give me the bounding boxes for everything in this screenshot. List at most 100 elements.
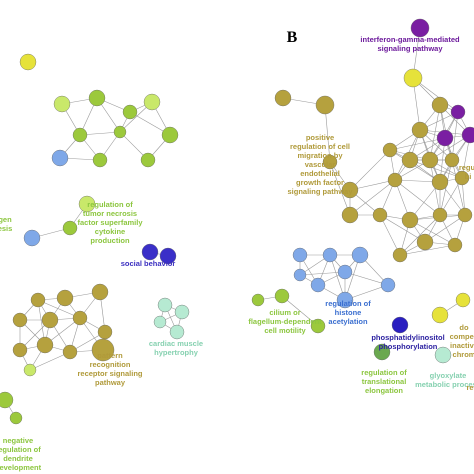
node bbox=[72, 310, 88, 326]
node bbox=[380, 277, 396, 293]
node-label: endothelial bbox=[300, 169, 340, 178]
panel-label: B bbox=[287, 29, 298, 46]
node bbox=[9, 411, 23, 425]
node bbox=[372, 207, 388, 223]
node bbox=[97, 324, 113, 340]
nodes bbox=[0, 18, 474, 425]
node bbox=[92, 152, 108, 168]
node bbox=[36, 336, 54, 354]
node-label: regulation of bbox=[87, 200, 133, 209]
node-label: tumor necrosis bbox=[83, 209, 137, 218]
node-label: hypertrophy bbox=[154, 348, 199, 357]
node bbox=[140, 152, 156, 168]
node-label: regul bbox=[459, 163, 474, 172]
edge bbox=[281, 295, 319, 327]
node bbox=[141, 243, 159, 261]
node bbox=[351, 246, 369, 264]
edge bbox=[409, 219, 456, 246]
node bbox=[274, 89, 292, 107]
node bbox=[153, 315, 167, 329]
edge bbox=[299, 271, 346, 276]
edge bbox=[394, 179, 441, 216]
node bbox=[436, 129, 454, 147]
node bbox=[461, 126, 474, 144]
node bbox=[292, 247, 308, 263]
node bbox=[161, 126, 179, 144]
node-label: development bbox=[0, 463, 42, 472]
node bbox=[392, 247, 408, 263]
node bbox=[143, 93, 161, 111]
edge bbox=[412, 77, 459, 113]
node-label: dendrite bbox=[3, 454, 33, 463]
node bbox=[19, 53, 37, 71]
node-label: cytokine bbox=[95, 227, 125, 236]
node-label: phosphorylation bbox=[379, 342, 438, 351]
node bbox=[91, 338, 115, 362]
edge bbox=[389, 137, 446, 151]
edge bbox=[399, 244, 456, 256]
node bbox=[416, 233, 434, 251]
node-label: regulation of bbox=[361, 368, 407, 377]
node-label: regulation of bbox=[325, 299, 371, 308]
node bbox=[159, 247, 177, 265]
node bbox=[431, 173, 449, 191]
node-label: production bbox=[90, 236, 130, 245]
node bbox=[341, 206, 359, 224]
edge bbox=[344, 271, 389, 286]
node bbox=[23, 229, 41, 247]
node bbox=[62, 344, 78, 360]
node bbox=[337, 264, 353, 280]
node-label: negative bbox=[3, 436, 33, 445]
node bbox=[12, 312, 28, 328]
node-label: gen bbox=[0, 215, 12, 224]
node bbox=[88, 89, 106, 107]
edge bbox=[451, 111, 459, 161]
edge bbox=[324, 104, 331, 163]
node bbox=[432, 207, 448, 223]
edge bbox=[399, 214, 441, 256]
node bbox=[410, 18, 430, 38]
node-label: cardiac muscle bbox=[149, 339, 203, 348]
node-label: inactiva bbox=[450, 341, 474, 350]
node-label: chrom bbox=[453, 350, 474, 359]
node bbox=[322, 247, 338, 263]
edge bbox=[37, 299, 81, 319]
node bbox=[421, 151, 439, 169]
node bbox=[341, 181, 359, 199]
node-label: receptor signaling bbox=[77, 369, 142, 378]
node-label: acetylation bbox=[328, 317, 368, 326]
node-label: cell motility bbox=[264, 326, 306, 335]
edge bbox=[429, 104, 441, 161]
node bbox=[454, 170, 470, 186]
node bbox=[411, 121, 429, 139]
edge bbox=[29, 351, 71, 371]
node bbox=[431, 306, 449, 324]
node-label: signaling pathway bbox=[287, 187, 353, 196]
node bbox=[434, 346, 452, 364]
node bbox=[447, 237, 463, 253]
node bbox=[251, 293, 265, 307]
node-label: pattern bbox=[97, 351, 123, 360]
node bbox=[322, 154, 338, 170]
node bbox=[72, 127, 88, 143]
node bbox=[310, 277, 326, 293]
node-label: pathway bbox=[95, 378, 126, 387]
node-label: do bbox=[459, 323, 469, 332]
node-label: histone bbox=[335, 308, 362, 317]
node bbox=[293, 268, 307, 282]
node-label: interferon-gamma-mediated bbox=[360, 35, 460, 44]
node bbox=[444, 152, 460, 168]
node bbox=[457, 207, 473, 223]
node bbox=[310, 318, 326, 334]
edge bbox=[349, 149, 391, 191]
node bbox=[157, 297, 173, 313]
node bbox=[274, 288, 290, 304]
node-label: compen bbox=[450, 332, 474, 341]
node bbox=[387, 172, 403, 188]
node-label: factor superfamily bbox=[77, 218, 143, 227]
node bbox=[53, 95, 71, 113]
node bbox=[62, 220, 78, 236]
node bbox=[431, 96, 449, 114]
